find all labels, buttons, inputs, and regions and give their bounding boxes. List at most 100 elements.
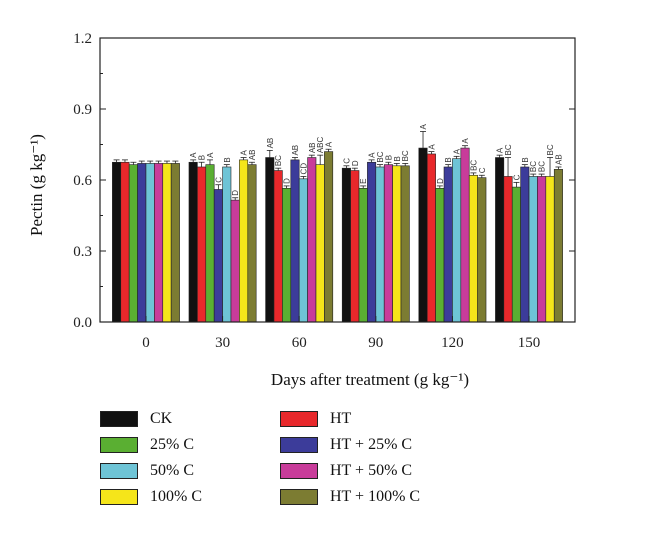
bar <box>418 147 428 323</box>
x-tick-label: 150 <box>518 335 541 351</box>
bar <box>495 157 505 323</box>
legend-swatch <box>100 437 138 453</box>
bar <box>435 187 445 323</box>
bar <box>350 170 360 323</box>
bar <box>205 164 215 323</box>
bar <box>162 163 172 323</box>
bar <box>188 161 198 323</box>
x-tick-label: 0 <box>142 335 150 351</box>
legend-item: HT + 50% C <box>280 461 412 481</box>
bar <box>537 176 547 323</box>
bar <box>298 178 308 323</box>
significance-letter: B <box>223 157 232 162</box>
significance-letter: B <box>393 156 402 161</box>
significance-letter: D <box>283 178 292 184</box>
significance-letter: AB <box>554 154 563 165</box>
significance-letter: AB <box>308 142 317 153</box>
bar <box>265 157 275 323</box>
bar <box>273 170 283 323</box>
significance-letter: B <box>521 157 530 162</box>
legend-swatch <box>280 437 318 453</box>
significance-letter: AB <box>291 145 300 156</box>
significance-letter: A <box>206 152 215 158</box>
y-tick-label: 0.3 <box>73 244 92 260</box>
legend-label: HT + 100% C <box>330 488 421 505</box>
significance-letter: B <box>444 157 453 162</box>
bar <box>230 199 240 323</box>
legend-swatch <box>280 463 318 479</box>
x-tick-label: 60 <box>292 335 307 351</box>
significance-letter: BC <box>469 160 478 171</box>
legend-label: CK <box>150 410 173 427</box>
legend-swatch <box>280 411 318 427</box>
bar <box>239 159 249 323</box>
legend-label: HT + 50% C <box>330 462 413 479</box>
legend-swatch <box>280 489 318 505</box>
legend-label: 100% C <box>150 488 202 505</box>
legend-swatch <box>100 411 138 427</box>
legend-item: 50% C <box>100 461 194 481</box>
significance-letter: A <box>461 138 470 144</box>
bar <box>426 153 436 323</box>
legend-item: HT <box>280 409 351 429</box>
bar <box>145 163 155 323</box>
legend-label: 25% C <box>150 436 194 453</box>
bar <box>383 164 393 323</box>
y-tick-label: 1.2 <box>73 31 92 47</box>
significance-letter: A <box>427 144 436 150</box>
significance-letter: BC <box>529 161 538 172</box>
x-tick-label: 90 <box>368 335 383 351</box>
significance-letter: B <box>198 155 207 160</box>
bar <box>545 176 555 323</box>
bar <box>367 161 377 323</box>
y-tick-label: 0.6 <box>73 173 92 189</box>
y-tick-label: 0.0 <box>73 315 92 331</box>
legend-item: 100% C <box>100 487 202 507</box>
significance-letter: C <box>512 174 521 180</box>
bar <box>120 161 130 323</box>
legend-swatch <box>100 489 138 505</box>
bar <box>128 164 138 323</box>
bar <box>282 187 292 323</box>
significance-letter: A <box>368 152 377 158</box>
significance-letter: A <box>453 148 462 154</box>
bar <box>222 166 232 323</box>
legend-label: HT <box>330 410 352 427</box>
bar <box>247 164 257 323</box>
bar <box>112 161 122 323</box>
bar <box>392 165 402 323</box>
significance-letter: C <box>342 158 351 164</box>
significance-letter: BC <box>376 151 385 162</box>
bar <box>137 163 147 323</box>
significance-letter: A <box>189 152 198 158</box>
significance-letter: C <box>478 167 487 173</box>
significance-letter: BC <box>538 161 547 172</box>
bar <box>307 157 317 323</box>
bar <box>154 163 164 323</box>
significance-letter: BC <box>401 150 410 161</box>
significance-letter: C <box>214 177 223 183</box>
significance-letter: A <box>496 147 505 153</box>
legend-item: HT + 100% C <box>280 487 420 507</box>
bar <box>324 151 334 323</box>
bar <box>452 158 462 323</box>
bar <box>520 166 530 323</box>
bar <box>443 166 453 323</box>
x-tick-label: 30 <box>215 335 230 351</box>
bar <box>511 186 521 323</box>
bar <box>468 174 478 323</box>
significance-letter: CD <box>299 163 308 175</box>
significance-letter: B <box>384 155 393 160</box>
bar <box>477 177 487 323</box>
x-tick-label: 120 <box>441 335 464 351</box>
significance-letter: A <box>325 141 334 147</box>
significance-letter: BC <box>504 144 513 155</box>
legend-item: HT + 25% C <box>280 435 412 455</box>
bar <box>170 163 180 323</box>
significance-letter: E <box>359 179 368 184</box>
legend-swatch <box>100 463 138 479</box>
bar <box>290 159 300 323</box>
x-axis-title: Days after treatment (g kg⁻¹) <box>271 370 469 389</box>
significance-letter: A <box>419 123 428 129</box>
